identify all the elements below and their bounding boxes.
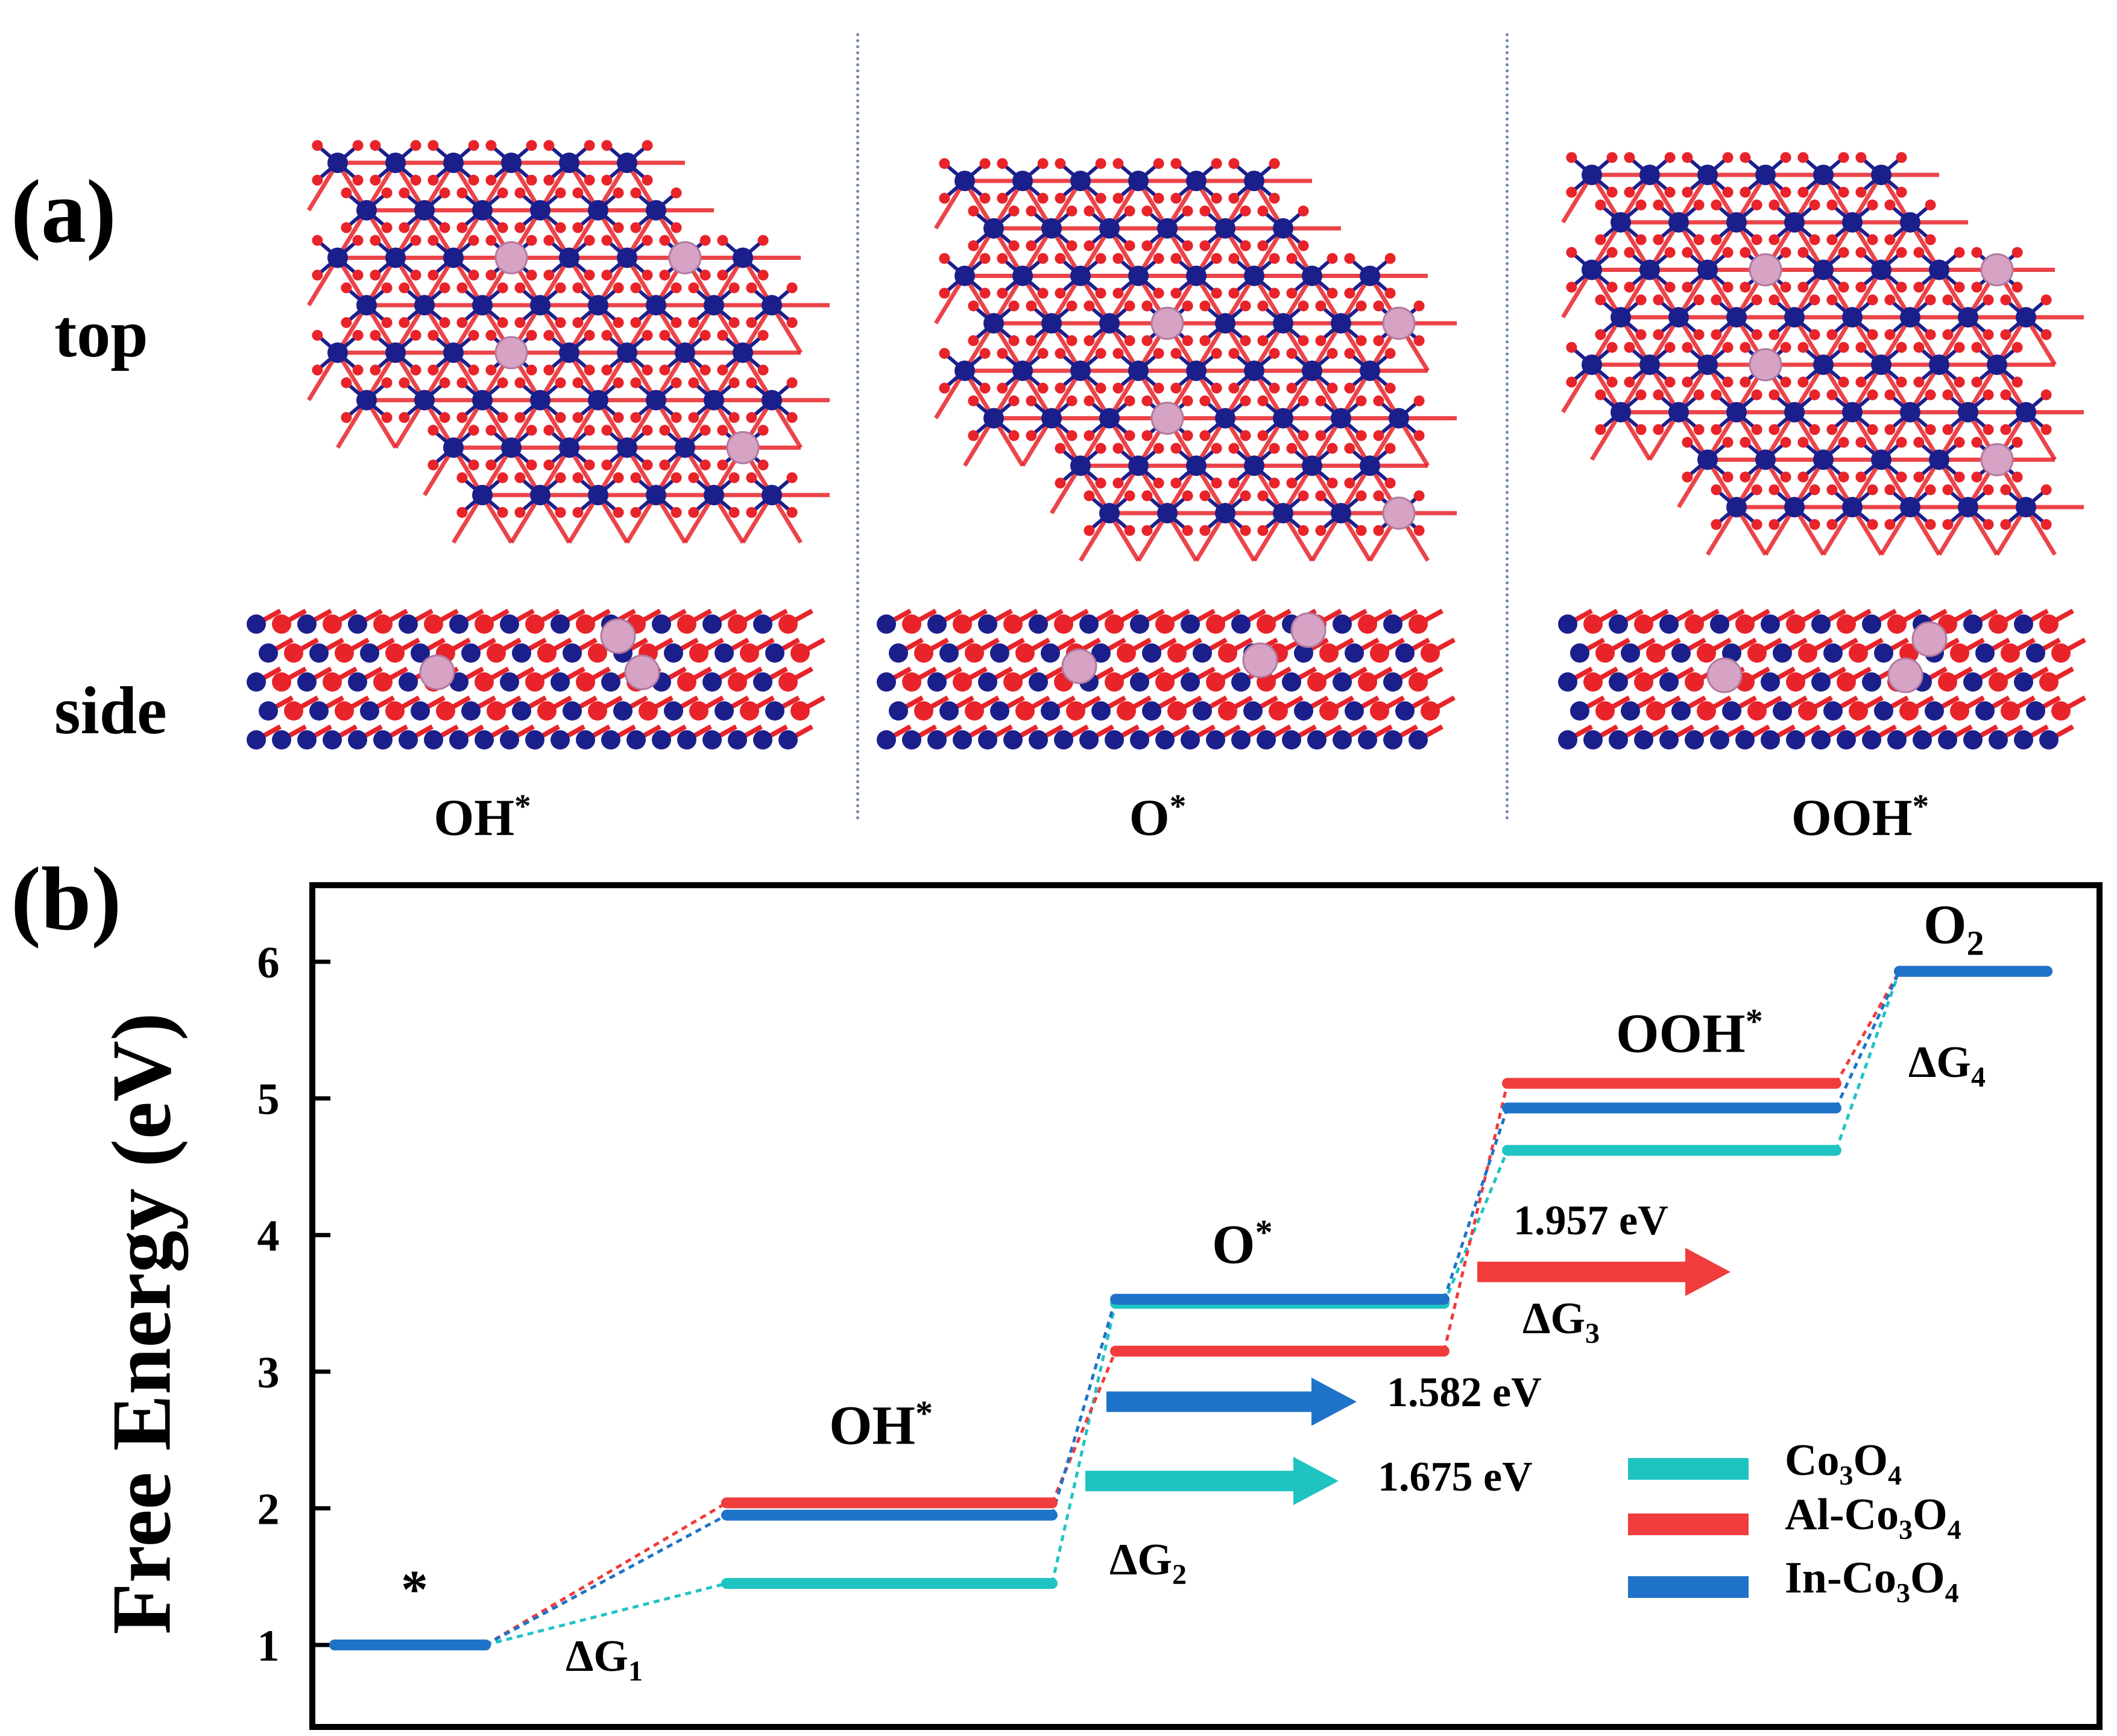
- state-label-oh: OH*: [829, 1394, 933, 1456]
- connector-In-Co3O4-3: [1834, 970, 1901, 1109]
- arrowhead-Al-Co3O4: [1685, 1248, 1731, 1296]
- annotation-in-1582: 1.582 eV: [1387, 1369, 1542, 1416]
- connector-Co3O4-2: [1442, 1149, 1509, 1304]
- row-label-top: top: [54, 297, 148, 371]
- row-label-side: side: [54, 674, 167, 748]
- step-label-dg1: ΔG1: [566, 1632, 643, 1687]
- step-label-dg3: ΔG3: [1522, 1294, 1600, 1349]
- legend-label-co3o4: Co3O4: [1785, 1436, 1902, 1491]
- connector-Co3O4-3: [1834, 971, 1901, 1151]
- arrowhead-In-Co3O4: [1311, 1377, 1357, 1426]
- structure-label-ooh: OOH*: [1791, 788, 1929, 847]
- y-tick-label-4: 4: [257, 1211, 280, 1261]
- state-label-o2: O2: [1923, 894, 1984, 963]
- connector-Al-Co3O4-0: [484, 1501, 728, 1647]
- y-tick-label-3: 3: [257, 1348, 280, 1398]
- annotation-co-1675: 1.675 eV: [1378, 1454, 1533, 1500]
- y-tick-label-2: 2: [257, 1485, 280, 1534]
- connector-In-Co3O4-2: [1442, 1107, 1509, 1300]
- state-label-o: O*: [1212, 1213, 1273, 1275]
- structure-models: [0, 0, 2117, 856]
- connector-Al-Co3O4-1: [1050, 1350, 1117, 1504]
- y-tick-label-6: 6: [257, 938, 280, 988]
- connector-In-Co3O4-1: [1050, 1298, 1117, 1516]
- structure-model-1: [877, 158, 1457, 750]
- connector-Al-Co3O4-3: [1834, 970, 1901, 1084]
- y-axis-label: Free Energy (eV): [95, 1012, 189, 1635]
- connector-Co3O4-1: [1050, 1302, 1117, 1584]
- panel-a-letter: (a): [11, 162, 116, 262]
- structure-model-0: [247, 140, 830, 750]
- panel-divider-2: [1506, 33, 1509, 820]
- structure-label-o: O*: [1129, 788, 1187, 847]
- step-label-dg4: ΔG4: [1908, 1038, 1986, 1093]
- state-label-bare: *: [401, 1560, 428, 1620]
- structure-model-2: [1558, 152, 2086, 750]
- arrowhead-Co3O4: [1293, 1457, 1339, 1506]
- panel-b-letter: (b): [11, 849, 122, 949]
- state-label-ooh: OOH*: [1616, 1002, 1763, 1064]
- annotation-al-1957: 1.957 eV: [1513, 1198, 1668, 1244]
- legend-label-in-co3o4: In-Co3O4: [1785, 1553, 1959, 1608]
- y-tick-label-1: 1: [257, 1621, 280, 1671]
- structure-label-oh: OH*: [434, 788, 531, 847]
- connector-In-Co3O4-0: [484, 1513, 728, 1647]
- y-tick-label-5: 5: [257, 1075, 280, 1125]
- panel-divider-1: [856, 33, 859, 820]
- connector-Al-Co3O4-2: [1442, 1083, 1509, 1352]
- legend-label-al-co3o4: Al-Co3O4: [1785, 1490, 1961, 1545]
- step-label-dg2: ΔG2: [1109, 1535, 1187, 1591]
